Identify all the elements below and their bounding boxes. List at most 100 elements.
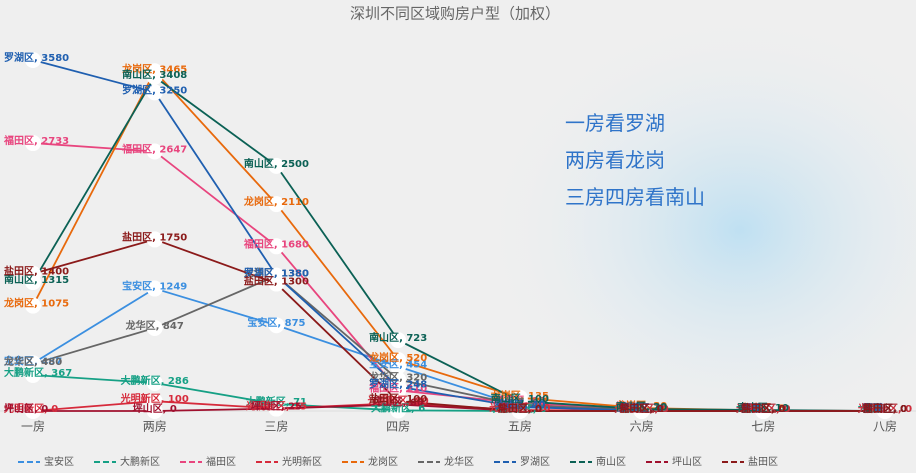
data-label: 盐田区, 0: [741, 402, 785, 415]
data-label: 龙华区, 480: [3, 355, 62, 368]
data-label-name: 南山区: [122, 68, 152, 81]
legend-label: 龙华区: [444, 455, 474, 468]
data-label: 福田区, 2647: [121, 142, 187, 155]
data-label-name: 大鹏新区: [736, 402, 776, 415]
point: [146, 280, 163, 297]
data-label-value: 1300: [281, 277, 309, 288]
data-label-name: 盐田区: [741, 402, 771, 415]
data-label-separator: ,: [771, 404, 778, 415]
data-label-name: 光明新区: [245, 400, 286, 413]
data-label-value: 0: [783, 404, 790, 415]
data-label-separator: ,: [524, 400, 531, 411]
data-label-value: 210: [406, 383, 427, 394]
data-label-value: 480: [41, 357, 62, 368]
data-label-name: 盐田区: [619, 402, 649, 415]
point: [633, 403, 650, 419]
data-label-value: 454: [406, 359, 427, 370]
data-label-value: 10: [653, 403, 667, 414]
legend-label: 福田区: [206, 455, 236, 468]
data-label: 龙岗区, 0: [862, 402, 907, 415]
data-label-name: 龙华区: [368, 371, 399, 384]
data-label: 龙岗区, 30: [615, 399, 667, 412]
data-label-value: 71: [293, 397, 307, 408]
data-label-separator: ,: [399, 333, 406, 344]
data-label-value: 487: [41, 356, 62, 367]
data-label-separator: ,: [161, 394, 168, 405]
data-label-separator: ,: [274, 159, 281, 170]
data-label-name: 龙华区: [493, 396, 524, 409]
data-label-name: 宝安区: [4, 354, 34, 367]
data-label-value: 1380: [281, 269, 309, 280]
data-label: 宝安区, 10: [616, 401, 667, 414]
data-label-name: 罗湖区: [244, 267, 274, 280]
point: [25, 367, 41, 384]
data-label-value: 6: [418, 403, 425, 414]
x-tick-label: 五房: [508, 419, 532, 434]
legend-label: 南山区: [596, 455, 626, 468]
data-label: 罗湖区, 0: [741, 402, 785, 415]
data-label-separator: ,: [771, 404, 778, 415]
data-label-name: 龙岗区: [121, 62, 152, 75]
point: [25, 135, 41, 152]
data-label-value: 248: [406, 380, 427, 391]
data-label-name: 盐田区: [244, 275, 274, 288]
data-label-value: 0: [657, 404, 664, 415]
data-label-separator: ,: [771, 404, 778, 415]
data-label: 盐田区, 1300: [244, 275, 309, 288]
data-label-name: 盐田区: [122, 230, 152, 243]
data-label-name: 罗湖区: [369, 378, 399, 391]
data-label-value: 1750: [159, 232, 187, 243]
legend-label: 龙岗区: [368, 455, 398, 468]
data-label-name: 宝安区: [494, 397, 524, 410]
point: [146, 403, 163, 419]
data-label-separator: ,: [646, 402, 653, 413]
data-label-name: 龙华区: [3, 355, 34, 368]
data-label-name: 宝安区: [369, 357, 399, 370]
data-label-value: 0: [778, 404, 785, 415]
data-label-name: 宝安区: [741, 402, 771, 415]
data-label: 南山区, 2500: [244, 157, 309, 170]
legend-label: 坪山区: [672, 455, 702, 468]
annotation: 三房四房看南山: [565, 185, 705, 209]
point: [877, 403, 893, 419]
data-label-separator: ,: [411, 403, 418, 414]
data-label-separator: ,: [533, 404, 540, 415]
data-label: 光明新区, 0: [857, 402, 912, 415]
data-label-name: 南山区: [4, 273, 34, 286]
data-label-value: 2110: [281, 197, 309, 208]
data-label-separator: ,: [399, 353, 406, 364]
point: [268, 317, 285, 334]
point: [268, 157, 285, 174]
data-label-separator: ,: [654, 404, 661, 415]
data-label-name: 大鹏新区: [4, 366, 44, 379]
point: [511, 403, 528, 419]
data-label-separator: ,: [274, 197, 281, 208]
data-label-separator: ,: [524, 399, 531, 410]
annotation: 两房看龙岗: [565, 148, 665, 172]
data-label-value: 0: [900, 404, 907, 415]
point: [146, 319, 163, 336]
x-tick-label: 两房: [143, 419, 167, 434]
data-label: 光明新区, 0: [3, 402, 58, 415]
data-label: 大鹏新区, 0: [614, 402, 668, 415]
data-label: 坪山区, 0: [4, 402, 48, 415]
data-label-name: 罗湖区: [122, 83, 152, 96]
data-label-separator: ,: [893, 404, 900, 415]
data-label: 光明新区, 25: [245, 400, 307, 413]
data-label-separator: ,: [898, 404, 905, 415]
data-label-name: 罗湖区: [741, 402, 771, 415]
data-label: 南山区, 1315: [4, 273, 69, 286]
data-label-name: 坪山区: [251, 400, 281, 413]
data-label-name: 盐田区: [369, 392, 399, 405]
data-label: 福田区, 0: [862, 402, 907, 415]
data-label-name: 大鹏新区: [246, 395, 286, 408]
data-label: 罗湖区, 3250: [122, 83, 187, 96]
data-label-name: 南山区: [369, 331, 399, 344]
data-label: 大鹏新区, 0: [493, 402, 547, 415]
data-label: 宝安区, 0: [863, 402, 907, 415]
data-label-name: 光明新区: [857, 402, 898, 415]
data-label-value: 5: [778, 404, 785, 415]
background-glow: [480, 10, 916, 450]
data-label-separator: ,: [528, 404, 535, 415]
